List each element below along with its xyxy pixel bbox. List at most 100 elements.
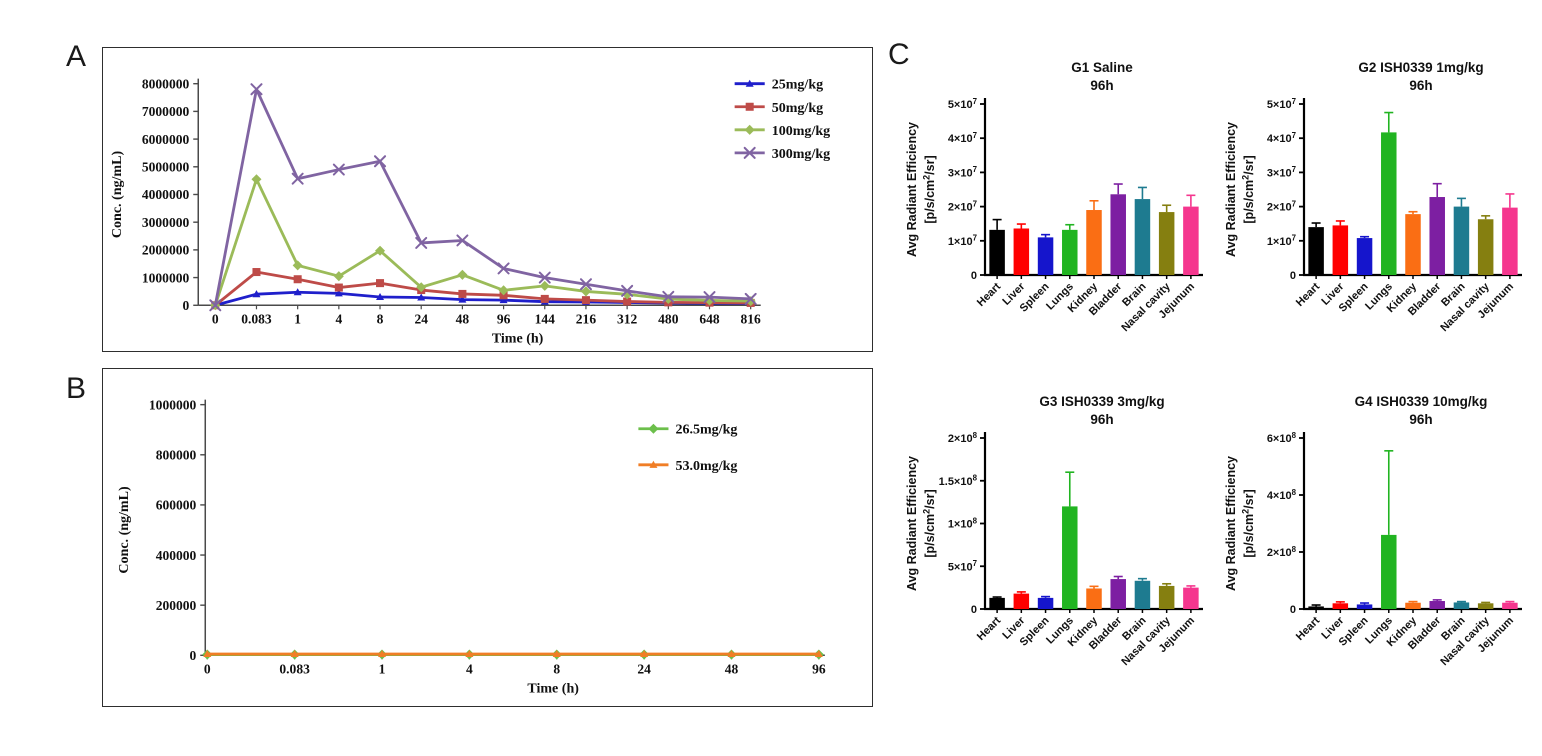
- line-chart-pk-low-dose: 0 200000 400000 600000 800000 1000000 0 0.083 1 4…: [116, 397, 826, 696]
- svg-text:96h: 96h: [1090, 78, 1113, 93]
- svg-text:600000: 600000: [156, 498, 197, 513]
- svg-text:1×107: 1×107: [1267, 234, 1297, 248]
- svg-text:[p/s/cm2/sr]: [p/s/cm2/sr]: [1240, 489, 1256, 557]
- svg-text:1.5×108: 1.5×108: [939, 474, 978, 488]
- svg-text:24: 24: [637, 661, 651, 676]
- svg-text:4×107: 4×107: [948, 131, 978, 145]
- svg-text:300mg/kg: 300mg/kg: [772, 146, 830, 162]
- svg-text:2×107: 2×107: [1267, 199, 1297, 213]
- svg-text:[p/s/cm2/sr]: [p/s/cm2/sr]: [921, 155, 937, 223]
- svg-text:6000000: 6000000: [142, 132, 190, 147]
- svg-text:0: 0: [971, 604, 977, 616]
- svg-text:800000: 800000: [156, 447, 197, 462]
- svg-text:312: 312: [617, 311, 638, 326]
- svg-text:26.5mg/kg: 26.5mg/kg: [675, 422, 737, 438]
- svg-text:648: 648: [699, 311, 720, 326]
- svg-text:144: 144: [535, 311, 556, 326]
- svg-text:1000000: 1000000: [142, 270, 190, 285]
- svg-text:400000: 400000: [156, 548, 197, 563]
- panel-b-box: 0 200000 400000 600000 800000 1000000 0 0.083 1 4…: [102, 368, 873, 707]
- svg-text:5×107: 5×107: [948, 97, 978, 111]
- svg-text:Time (h): Time (h): [527, 680, 579, 696]
- svg-text:96h: 96h: [1409, 78, 1432, 93]
- svg-text:4×108: 4×108: [1267, 488, 1297, 502]
- svg-text:Heart: Heart: [975, 614, 1004, 643]
- panel-c-label: C: [888, 38, 910, 71]
- svg-text:100mg/kg: 100mg/kg: [772, 123, 830, 139]
- svg-text:0.083: 0.083: [279, 661, 310, 676]
- svg-text:216: 216: [576, 311, 597, 326]
- svg-text:1×107: 1×107: [948, 234, 978, 248]
- panel-b-label: B: [66, 372, 87, 405]
- svg-text:G3 ISH0339 3mg/kg: G3 ISH0339 3mg/kg: [1039, 394, 1164, 409]
- svg-text:2×108: 2×108: [948, 431, 978, 445]
- svg-text:Avg Radiant Efficiency: Avg Radiant Efficiency: [1224, 456, 1238, 591]
- svg-text:53.0mg/kg: 53.0mg/kg: [675, 458, 737, 474]
- svg-text:G1 Saline: G1 Saline: [1071, 60, 1133, 75]
- svg-text:G4 ISH0339 10mg/kg: G4 ISH0339 10mg/kg: [1355, 394, 1488, 409]
- svg-text:5000000: 5000000: [142, 160, 190, 175]
- svg-text:5×107: 5×107: [1267, 97, 1297, 111]
- svg-text:96h: 96h: [1090, 412, 1113, 427]
- svg-text:5×107: 5×107: [948, 559, 978, 573]
- svg-text:3000000: 3000000: [142, 215, 190, 230]
- panel-a-label: A: [66, 40, 87, 73]
- svg-text:48: 48: [456, 311, 470, 326]
- svg-text:0: 0: [189, 648, 196, 663]
- bar-chart-g1-saline: G1 Saline 96h 0 1×107 2×107 3×107 4×107 5×107 He…: [905, 60, 1203, 334]
- svg-text:G2 ISH0339 1mg/kg: G2 ISH0339 1mg/kg: [1358, 60, 1483, 75]
- svg-text:Avg Radiant Efficiency: Avg Radiant Efficiency: [1224, 122, 1238, 257]
- svg-text:8000000: 8000000: [142, 76, 190, 91]
- svg-text:480: 480: [658, 311, 679, 326]
- svg-text:0: 0: [182, 298, 189, 313]
- svg-text:6×108: 6×108: [1267, 431, 1297, 445]
- svg-text:1: 1: [379, 661, 386, 676]
- svg-text:1×108: 1×108: [948, 516, 978, 530]
- svg-text:50mg/kg: 50mg/kg: [772, 100, 823, 116]
- svg-text:96: 96: [497, 311, 511, 326]
- svg-text:Conc. (ng/mL): Conc. (ng/mL): [116, 486, 132, 574]
- svg-text:0: 0: [971, 270, 977, 282]
- svg-text:4000000: 4000000: [142, 187, 190, 202]
- bar-chart-g3-3mgkg: G3 ISH0339 3mg/kg 96h 0 5×107 1×108 1.5×108 2×…: [905, 394, 1203, 668]
- svg-text:200000: 200000: [156, 598, 197, 613]
- svg-text:96: 96: [812, 661, 826, 676]
- svg-text:1000000: 1000000: [149, 397, 197, 412]
- svg-text:8: 8: [377, 311, 384, 326]
- svg-text:816: 816: [741, 311, 762, 326]
- svg-text:[p/s/cm2/sr]: [p/s/cm2/sr]: [921, 489, 937, 557]
- line-chart-pk-single-dose: 0 1000000 2000000 3000000 4000000 5000000 6000…: [109, 76, 830, 346]
- svg-text:96h: 96h: [1409, 412, 1432, 427]
- svg-text:2×108: 2×108: [1267, 545, 1297, 559]
- svg-text:Avg Radiant Efficiency: Avg Radiant Efficiency: [905, 122, 919, 257]
- svg-text:4×107: 4×107: [1267, 131, 1297, 145]
- bar-chart-g2-1mgkg: G2 ISH0339 1mg/kg 96h 0 1×107 2×107 3×107 4×10…: [1224, 60, 1522, 334]
- svg-text:1: 1: [294, 311, 301, 326]
- svg-text:2000000: 2000000: [142, 243, 190, 258]
- panel-a-box: 0 1000000 2000000 3000000 4000000 5000000 6000…: [102, 47, 873, 352]
- svg-text:0: 0: [212, 311, 219, 326]
- svg-text:Avg Radiant Efficiency: Avg Radiant Efficiency: [905, 456, 919, 591]
- svg-text:7000000: 7000000: [142, 104, 190, 119]
- svg-text:3×107: 3×107: [1267, 165, 1297, 179]
- svg-text:8: 8: [553, 661, 560, 676]
- svg-text:0: 0: [1290, 270, 1296, 282]
- bar-chart-g4-10mgkg: G4 ISH0339 10mg/kg 96h 0 2×108 4×108 6×108 Hea…: [1224, 394, 1522, 668]
- svg-text:4: 4: [335, 311, 342, 326]
- svg-text:0: 0: [204, 661, 211, 676]
- svg-text:Time (h): Time (h): [492, 330, 544, 346]
- svg-text:25mg/kg: 25mg/kg: [772, 77, 823, 93]
- svg-text:0: 0: [1290, 604, 1296, 616]
- svg-text:48: 48: [725, 661, 739, 676]
- svg-text:Heart: Heart: [1294, 280, 1323, 309]
- svg-text:4: 4: [466, 661, 473, 676]
- svg-text:Conc. (ng/mL): Conc. (ng/mL): [109, 151, 125, 239]
- svg-text:0.083: 0.083: [241, 311, 272, 326]
- svg-text:3×107: 3×107: [948, 165, 978, 179]
- svg-text:Heart: Heart: [1294, 614, 1323, 643]
- svg-text:[p/s/cm2/sr]: [p/s/cm2/sr]: [1240, 155, 1256, 223]
- svg-text:24: 24: [414, 311, 428, 326]
- svg-text:Heart: Heart: [975, 280, 1004, 309]
- svg-text:2×107: 2×107: [948, 199, 978, 213]
